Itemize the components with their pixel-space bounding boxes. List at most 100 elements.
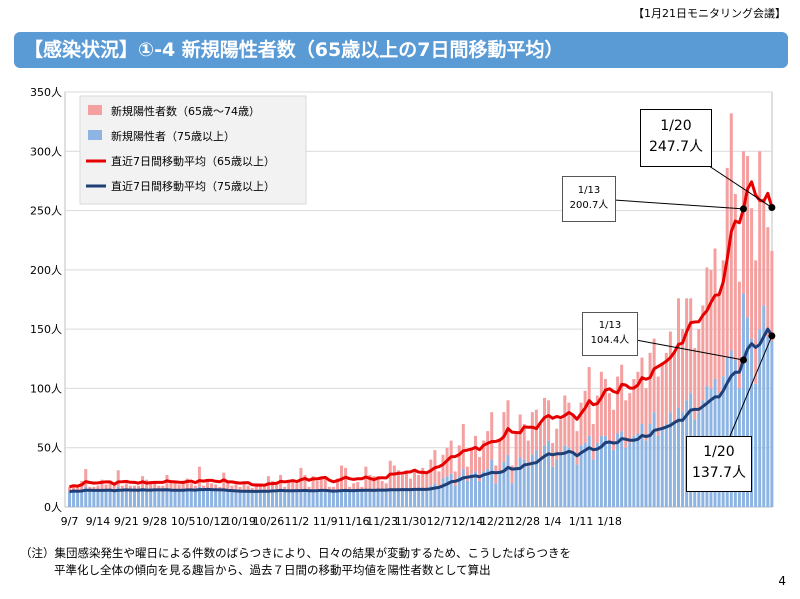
bar-75plus bbox=[506, 454, 510, 507]
bar-75plus bbox=[425, 489, 429, 507]
bar-65-74 bbox=[226, 480, 230, 491]
bar-75plus bbox=[307, 491, 311, 507]
bar-75plus bbox=[530, 454, 534, 507]
bar-65-74 bbox=[453, 471, 457, 486]
bar-75plus bbox=[360, 491, 364, 507]
bar-65-74 bbox=[591, 424, 595, 460]
bar-65-74 bbox=[640, 357, 644, 424]
bar-65-74 bbox=[717, 293, 721, 394]
bar-75plus bbox=[409, 490, 413, 507]
bar-75plus bbox=[177, 490, 181, 507]
bar-65-74 bbox=[632, 378, 636, 436]
bar-75plus bbox=[518, 457, 522, 507]
bar-75plus bbox=[603, 435, 607, 507]
bar-75plus bbox=[169, 490, 173, 507]
bar-75plus bbox=[400, 489, 404, 507]
bar-65-74 bbox=[311, 476, 315, 492]
bar-75plus bbox=[388, 489, 392, 507]
bar-65-74 bbox=[323, 478, 327, 491]
bar-75plus bbox=[76, 491, 80, 507]
bar-75plus bbox=[234, 491, 238, 507]
bar-65-74 bbox=[668, 331, 672, 413]
avg-line-75plus bbox=[69, 327, 774, 494]
bar-75plus bbox=[437, 485, 441, 507]
bar-65-74 bbox=[108, 480, 112, 490]
bar-65-74 bbox=[331, 486, 335, 492]
bar-65-74 bbox=[421, 467, 425, 490]
x-tick-label: 11/23 bbox=[366, 515, 398, 528]
bar-75plus bbox=[331, 491, 335, 507]
bar-75plus bbox=[340, 489, 344, 507]
bar-75plus bbox=[271, 489, 274, 507]
bar-75plus bbox=[100, 490, 104, 507]
bar-65-74 bbox=[392, 465, 396, 490]
bar-65-74 bbox=[173, 482, 177, 491]
legend-label: 新規陽性者（75歳以上） bbox=[111, 129, 235, 143]
bar-65-74 bbox=[526, 440, 530, 467]
bar-75plus bbox=[758, 329, 762, 507]
bar-75plus bbox=[445, 476, 449, 507]
bar-75plus bbox=[132, 490, 136, 507]
bar-65-74 bbox=[672, 350, 676, 422]
bar-65-74 bbox=[664, 352, 668, 424]
bar-75plus bbox=[429, 485, 433, 507]
bar-65-74 bbox=[750, 208, 754, 339]
bar-75plus bbox=[750, 338, 754, 507]
bar-65-74 bbox=[555, 428, 559, 460]
bar-75plus bbox=[384, 490, 388, 507]
callout-date: 1/20 bbox=[660, 118, 692, 134]
x-tick-label: 11/30 bbox=[395, 515, 427, 528]
avg-line-65plus bbox=[69, 180, 774, 489]
bar-75plus bbox=[449, 473, 453, 507]
bar-65-74 bbox=[250, 488, 254, 492]
leader-line bbox=[699, 159, 773, 208]
bar-65-74 bbox=[112, 485, 116, 492]
y-tick-label: 0人 bbox=[44, 501, 62, 514]
bar-75plus bbox=[327, 491, 331, 507]
bar-65-74 bbox=[461, 424, 465, 470]
bar-75plus bbox=[315, 490, 319, 507]
bar-65-74 bbox=[185, 478, 189, 490]
bar-65-74 bbox=[543, 397, 547, 446]
bar-75plus bbox=[238, 491, 242, 507]
bar-65-74 bbox=[697, 329, 701, 413]
bar-65-74 bbox=[254, 483, 258, 491]
bar-65-74 bbox=[84, 469, 88, 487]
bar-75plus bbox=[664, 424, 668, 507]
footnote: （注）集団感染発生や曜日による件数のばらつきにより、日々の結果が変動するため、こ… bbox=[20, 545, 571, 579]
bar-65-74 bbox=[721, 260, 725, 377]
bar-75plus bbox=[214, 490, 218, 507]
x-tick-label: 12/21 bbox=[480, 515, 512, 528]
y-tick-label: 300人 bbox=[30, 145, 62, 158]
x-tick-label: 1/11 bbox=[569, 515, 594, 528]
bar-75plus bbox=[323, 490, 327, 507]
bar-65-74 bbox=[522, 424, 526, 460]
bar-75plus bbox=[510, 483, 514, 507]
bar-75plus bbox=[291, 491, 295, 507]
bar-75plus bbox=[116, 486, 120, 507]
bar-65-74 bbox=[498, 438, 502, 472]
bar-65-74 bbox=[579, 402, 583, 446]
bar-75plus bbox=[543, 445, 547, 507]
bar-65-74 bbox=[262, 486, 266, 492]
bar-75plus bbox=[628, 442, 632, 507]
bar-65-74 bbox=[644, 388, 648, 441]
bar-75plus bbox=[295, 490, 299, 507]
bar-75plus bbox=[733, 359, 737, 507]
bar-65-74 bbox=[648, 352, 652, 424]
bar-65-74 bbox=[356, 482, 360, 491]
bar-75plus bbox=[173, 490, 177, 507]
x-tick-label: 10/26 bbox=[253, 515, 285, 528]
meeting-label: 【1月21日モニタリング会議】 bbox=[633, 7, 786, 20]
bar-75plus bbox=[457, 476, 461, 507]
legend-label: 直近7日間移動平均（75歳以上） bbox=[111, 179, 275, 193]
bar-65-74 bbox=[242, 482, 246, 492]
bar-75plus bbox=[368, 489, 372, 507]
bar-75plus bbox=[770, 341, 774, 507]
bar-65-74 bbox=[518, 414, 522, 458]
bar-75plus bbox=[88, 490, 92, 507]
bar-75plus bbox=[672, 421, 676, 507]
bar-75plus bbox=[185, 489, 189, 507]
bar-75plus bbox=[108, 489, 112, 507]
bar-75plus bbox=[741, 293, 745, 507]
